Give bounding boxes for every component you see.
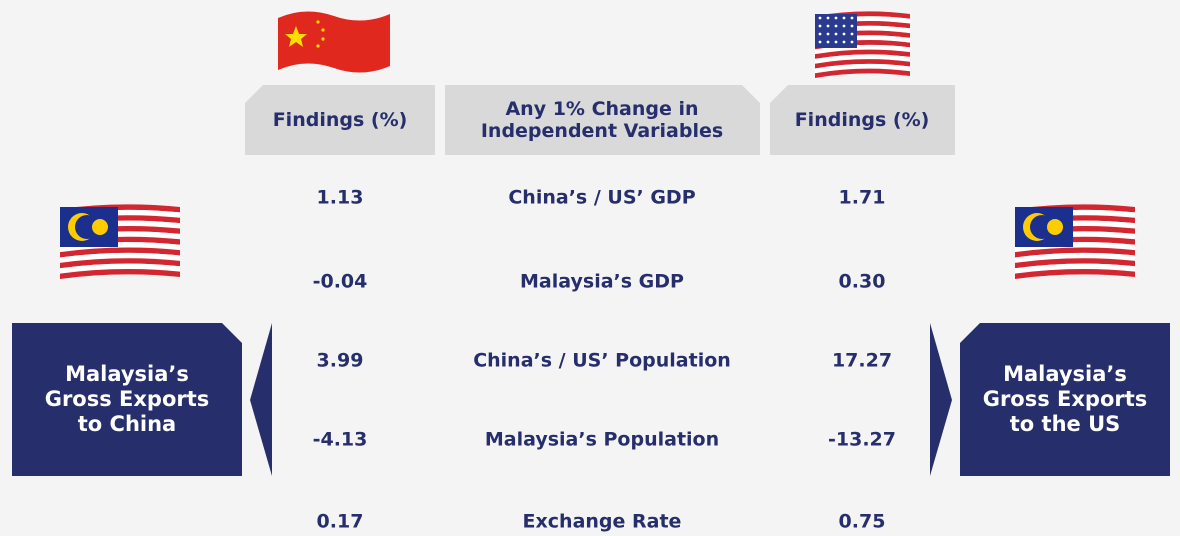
header-text: Findings (%) (795, 109, 930, 131)
cell: -4.13 (313, 429, 368, 451)
side-box-text: Malaysia’s Gross Exports to the US (983, 362, 1148, 436)
flag-crescent-cut (75, 215, 99, 239)
flag-star (92, 219, 108, 235)
header-box (770, 85, 955, 155)
cell: 17.27 (832, 350, 892, 372)
flag-star (834, 40, 838, 44)
flag-stripe (60, 252, 180, 263)
side-box (12, 323, 242, 476)
flag-star (850, 24, 854, 28)
side-box-text-line: to China (78, 412, 176, 436)
flag-star (834, 24, 838, 28)
header-text: Any 1% Change in Independent Variables (481, 98, 723, 142)
flag-star (850, 40, 854, 44)
flag-stripe (815, 63, 910, 74)
flag-stripe (60, 269, 180, 279)
flag-star (834, 32, 838, 36)
header-text-line: Findings (%) (795, 109, 930, 131)
header-text-line: Findings (%) (273, 109, 408, 131)
chevron (930, 323, 952, 476)
flag-star (842, 32, 846, 36)
china-flag (278, 11, 390, 73)
flag-stripe (60, 258, 180, 269)
side-box-text-line: Gross Exports (983, 387, 1148, 411)
cell: -13.27 (828, 429, 896, 451)
flag-stripe (60, 204, 180, 215)
flag-stripe (60, 247, 180, 258)
flag-star (818, 16, 822, 20)
flag-stripe (815, 49, 910, 59)
flag-star (1047, 219, 1063, 235)
flag-star (842, 24, 846, 28)
flags (60, 11, 1135, 279)
flag-crescent-cut (1030, 215, 1054, 239)
header-box (445, 85, 760, 155)
malaysia-flag (60, 204, 180, 279)
cell: 0.17 (317, 511, 364, 533)
flag-stripe (815, 68, 910, 78)
cell: 3.99 (317, 350, 364, 372)
flag-stripe (815, 11, 910, 21)
cell: 0.30 (839, 271, 886, 293)
side-box-text-line: Malaysia’s (65, 362, 189, 386)
us-flag (815, 11, 910, 78)
flag-star (834, 16, 838, 20)
cell: Malaysia’s GDP (520, 271, 684, 293)
cell: China’s / US’ Population (473, 350, 731, 372)
flag-stripe (1015, 258, 1135, 269)
flag-star (850, 16, 854, 20)
flag-star (826, 24, 830, 28)
header-box (245, 85, 435, 155)
cell: 0.75 (839, 511, 886, 533)
flag-stripe (1015, 263, 1135, 274)
flag-star (842, 40, 846, 44)
flag-stripe (1015, 247, 1135, 258)
cell: Malaysia’s Population (485, 429, 719, 451)
side-box (960, 323, 1170, 476)
side-box-text-line: Gross Exports (45, 387, 210, 411)
malaysia-flag (1015, 204, 1135, 279)
header-text: Findings (%) (273, 109, 408, 131)
flag-stripe (1015, 204, 1135, 215)
side-box-text-line: to the US (1010, 412, 1121, 436)
flag-star (818, 40, 822, 44)
flag-stripe (1015, 252, 1135, 263)
cell: 1.13 (317, 187, 364, 209)
chevron (250, 323, 272, 476)
flag-stripe (60, 263, 180, 274)
content: Findings (%) Any 1% Change in Independent … (45, 98, 1148, 533)
flag-stripe (1015, 269, 1135, 279)
flag-stripe (815, 59, 910, 69)
flag-star (842, 16, 846, 20)
cell: Exchange Rate (523, 511, 682, 533)
cell: -0.04 (313, 271, 368, 293)
flag-star (826, 16, 830, 20)
side-box-text: Malaysia’s Gross Exports to China (45, 362, 210, 436)
cell: China’s / US’ GDP (508, 187, 695, 209)
flag-stripe (815, 54, 910, 64)
header-text-line: Independent Variables (481, 120, 723, 142)
flag-star (850, 32, 854, 36)
header-text-line: Any 1% Change in (505, 98, 698, 120)
flag-star (826, 40, 830, 44)
flag-star (818, 32, 822, 36)
flag-star (826, 32, 830, 36)
side-box-text-line: Malaysia’s (1003, 362, 1127, 386)
flag-star (818, 24, 822, 28)
cell: 1.71 (839, 187, 886, 209)
